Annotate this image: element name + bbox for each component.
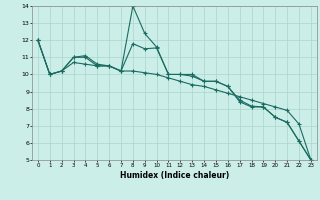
X-axis label: Humidex (Indice chaleur): Humidex (Indice chaleur) [120, 171, 229, 180]
